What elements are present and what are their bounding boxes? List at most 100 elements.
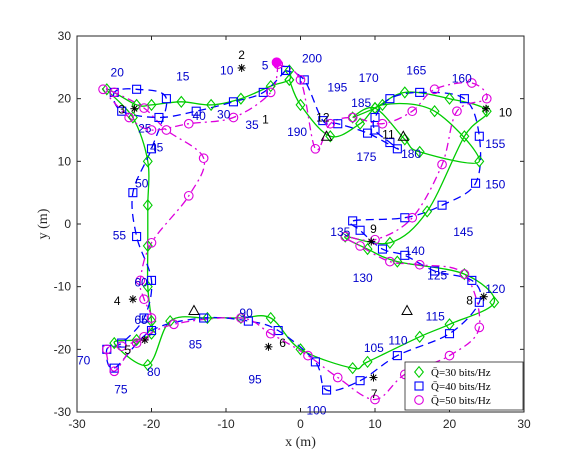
index-label: 190 — [287, 125, 307, 139]
series-2-marker — [471, 178, 481, 188]
series-3-marker — [228, 112, 239, 123]
series-1-marker — [127, 111, 138, 124]
node-label: 4 — [114, 294, 121, 308]
node-label: 12 — [316, 110, 330, 124]
y-axis-label: y (m) — [36, 208, 51, 239]
index-label: 175 — [356, 150, 376, 164]
index-label: 45 — [150, 141, 164, 155]
node-label: 2 — [238, 48, 245, 62]
index-label: 85 — [189, 337, 203, 351]
series-3-marker — [444, 350, 455, 361]
index-label: 95 — [248, 372, 262, 386]
series-3-marker — [303, 350, 313, 361]
series-2-marker — [437, 200, 447, 210]
index-label: 80 — [147, 365, 161, 379]
series-1-marker — [146, 98, 157, 112]
series-1-marker — [340, 230, 351, 243]
series-3-marker — [139, 103, 149, 113]
series-1-marker — [347, 361, 358, 375]
series-2-marker — [377, 244, 388, 254]
index-label: 180 — [401, 147, 421, 161]
legend-box — [404, 361, 524, 411]
series-1-marker — [142, 358, 153, 372]
node-asterisk-marker — [482, 104, 491, 113]
series-3-marker — [414, 259, 425, 270]
index-label-layer: 5101520253035404550556065707580859095100… — [77, 52, 506, 418]
series-2-marker — [199, 313, 209, 323]
series-3-marker — [332, 372, 343, 383]
series-3-marker — [146, 313, 157, 323]
node-asterisk-marker — [130, 104, 139, 113]
series-3-marker — [146, 237, 157, 248]
series-1-marker — [176, 95, 187, 108]
series-2-marker — [281, 65, 291, 76]
series-3-marker — [370, 394, 380, 405]
series-2-marker — [392, 351, 402, 361]
series-3-marker — [124, 112, 134, 123]
series-2-marker — [415, 87, 425, 97]
node-label: 10 — [499, 105, 513, 119]
series-2-marker — [299, 75, 309, 85]
series-3-marker — [98, 84, 108, 95]
index-label: 35 — [245, 118, 259, 132]
index-label: 155 — [485, 137, 505, 151]
series-line-3 — [101, 63, 488, 401]
start-point-marker — [271, 57, 282, 68]
series-1-marker — [235, 92, 246, 105]
index-label: 10 — [220, 63, 234, 77]
series-2-marker — [310, 357, 320, 367]
y-tick-label: -10 — [54, 280, 72, 294]
series-3-marker — [429, 84, 440, 95]
series-1-marker — [422, 205, 433, 218]
node-triangle-marker — [188, 304, 200, 315]
series-2-marker — [146, 275, 157, 285]
series-2-marker — [474, 297, 484, 307]
legend-marker-3 — [414, 395, 424, 405]
node-asterisk-marker — [128, 295, 137, 304]
series-2-marker — [191, 106, 201, 116]
node-triangle-marker — [397, 130, 410, 141]
index-label: 140 — [405, 244, 425, 258]
series-3-marker — [452, 106, 462, 117]
index-label: 160 — [452, 72, 472, 86]
node-label: 5 — [124, 343, 131, 357]
series-1-marker — [202, 311, 213, 325]
index-label: 60 — [134, 275, 148, 289]
legend: Q̄=30 bits/Hz Q̄=40 bits/Hz Q̄=50 bits/Hz — [404, 361, 524, 411]
series-1-marker — [362, 355, 373, 369]
series-3-marker — [437, 159, 447, 170]
series-3-marker — [325, 118, 336, 129]
series-2-marker — [362, 128, 373, 138]
x-tick-label: -20 — [143, 417, 161, 431]
series-1-marker — [444, 92, 455, 105]
series-2-marker — [154, 112, 164, 123]
node-asterisk-marker — [264, 342, 273, 351]
index-label: 195 — [327, 80, 347, 94]
series-3-marker — [355, 241, 365, 251]
y-tick-label: 20 — [58, 92, 72, 106]
series-3-marker — [109, 366, 120, 377]
index-label: 20 — [111, 65, 125, 79]
series-3-marker — [481, 93, 492, 104]
index-label: 150 — [485, 178, 505, 192]
series-3-marker — [161, 125, 172, 135]
series-3-marker — [377, 118, 388, 129]
index-label: 110 — [388, 334, 407, 348]
series-2-marker — [385, 137, 395, 148]
node-asterisk-marker — [369, 373, 378, 382]
series-1-marker — [489, 296, 500, 309]
node-label: 6 — [279, 336, 286, 350]
legend-marker-2 — [414, 381, 424, 391]
index-label: 170 — [359, 71, 379, 85]
series-1-marker — [235, 311, 246, 325]
series-3-marker — [198, 153, 209, 164]
x-tick-label: 30 — [517, 417, 531, 431]
series-1-marker — [265, 311, 276, 325]
series-3-marker — [116, 341, 127, 352]
series-1-marker — [459, 130, 470, 143]
series-3-marker — [265, 328, 276, 339]
x-tick-label: -10 — [217, 417, 235, 431]
series-3-marker — [131, 338, 142, 348]
series-3-marker — [183, 190, 194, 201]
series-2-marker — [400, 213, 410, 223]
